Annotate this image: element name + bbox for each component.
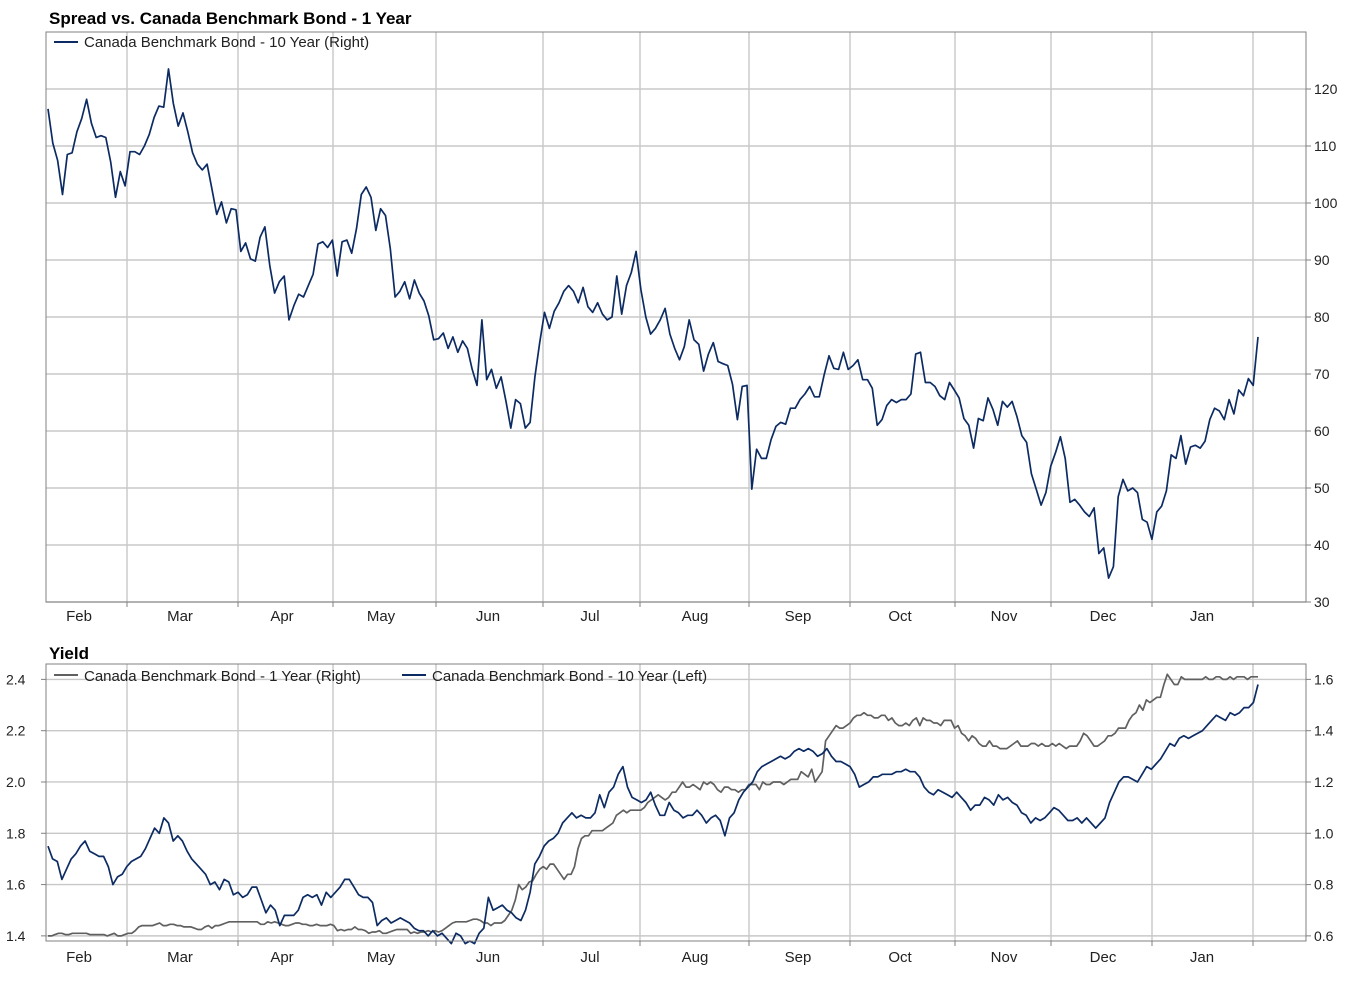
x-tick-label: Aug	[682, 608, 709, 625]
yield-x-axis: Feb Mar Apr May Jun Jul Aug Sep Oct Nov Dec Jan	[66, 941, 1254, 966]
x-tick-label: Dec	[1090, 949, 1117, 966]
spread-legend-label: Canada Benchmark Bond - 10 Year (Right)	[84, 34, 369, 51]
y-tick-label-right: 1.0	[1314, 825, 1334, 841]
y-tick-label-left: 1.4	[6, 928, 26, 944]
x-tick-label: Jun	[476, 949, 500, 966]
y-tick-label-right: 80	[1314, 309, 1330, 325]
x-tick-label: Sep	[785, 949, 812, 966]
yield-plot-area	[46, 664, 1306, 941]
x-tick-label: Jan	[1190, 608, 1214, 625]
y-tick-label-right: 1.4	[1314, 723, 1334, 739]
yield-left-axis: 1.4 1.6 1.8 2.0 2.2 2.4	[6, 671, 46, 944]
x-tick-label: Mar	[167, 949, 193, 966]
yield-legend: Canada Benchmark Bond - 1 Year (Right) C…	[54, 668, 707, 685]
yield-right-axis: 0.6 0.8 1.0 1.2 1.4 1.6	[1306, 671, 1334, 944]
y-tick-label-right: 70	[1314, 366, 1330, 382]
yield-series-10y-line	[47, 684, 1259, 945]
x-tick-label: Jul	[580, 608, 599, 625]
yield-gridlines	[46, 664, 1306, 941]
y-tick-label-right: 110	[1314, 138, 1337, 154]
x-tick-label: Jan	[1190, 949, 1214, 966]
spread-chart-title: Spread vs. Canada Benchmark Bond - 1 Yea…	[49, 9, 412, 28]
yield-chart-title: Yield	[49, 644, 89, 663]
x-tick-label: Apr	[270, 949, 293, 966]
y-tick-label-right: 0.6	[1314, 928, 1334, 944]
y-tick-label-right: 60	[1314, 423, 1330, 439]
x-tick-label: May	[367, 608, 396, 625]
yield-legend-label-1y: Canada Benchmark Bond - 1 Year (Right)	[84, 668, 361, 685]
y-tick-label-left: 2.4	[6, 671, 26, 687]
y-tick-label-right: 40	[1314, 537, 1330, 553]
y-tick-label-right: 50	[1314, 480, 1330, 496]
x-tick-label: Oct	[888, 608, 912, 625]
yield-legend-label-10y: Canada Benchmark Bond - 10 Year (Left)	[432, 668, 707, 685]
y-tick-label-right: 90	[1314, 252, 1330, 268]
y-tick-label-left: 1.8	[6, 825, 26, 841]
x-tick-label: Apr	[270, 608, 293, 625]
x-tick-label: Jul	[580, 949, 599, 966]
x-tick-label: Oct	[888, 949, 912, 966]
x-tick-label: Mar	[167, 608, 193, 625]
y-tick-label-right: 30	[1314, 594, 1330, 610]
x-tick-label: Feb	[66, 949, 92, 966]
yield-plot-frame	[45, 663, 1307, 942]
y-tick-label-right: 0.8	[1314, 877, 1334, 893]
x-tick-label: Sep	[785, 608, 812, 625]
y-tick-label-left: 2.0	[6, 774, 26, 790]
spread-series-10y-line	[47, 68, 1259, 579]
x-tick-label: Dec	[1090, 608, 1117, 625]
y-tick-label-left: 2.2	[6, 723, 26, 739]
y-tick-label-right: 120	[1314, 81, 1338, 97]
x-tick-label: Jun	[476, 608, 500, 625]
x-tick-label: May	[367, 949, 396, 966]
spread-plot-frame	[45, 31, 1307, 603]
yield-panel: Feb Mar Apr May Jun Jul Aug Sep Oct Nov Dec Jan 1.4…	[6, 644, 1334, 966]
y-tick-label-right: 100	[1314, 195, 1338, 211]
x-tick-label: Feb	[66, 608, 92, 625]
y-tick-label-right: 1.2	[1314, 774, 1334, 790]
spread-right-axis: 30 40 50 60 70 80 90 100 110 120	[1306, 81, 1338, 610]
spread-gridlines	[46, 32, 1306, 603]
x-tick-label: Nov	[991, 949, 1018, 966]
spread-x-axis: Feb Mar Apr May Jun Jul Aug Sep Oct Nov Dec Jan	[66, 602, 1254, 625]
spread-legend: Canada Benchmark Bond - 10 Year (Right)	[54, 34, 369, 51]
x-tick-label: Aug	[682, 949, 709, 966]
spread-panel: Feb Mar Apr May Jun Jul Aug Sep Oct Nov Dec Jan 30 4…	[45, 9, 1338, 625]
x-tick-label: Nov	[991, 608, 1018, 625]
y-tick-label-right: 1.6	[1314, 671, 1334, 687]
y-tick-label-left: 1.6	[6, 877, 26, 893]
